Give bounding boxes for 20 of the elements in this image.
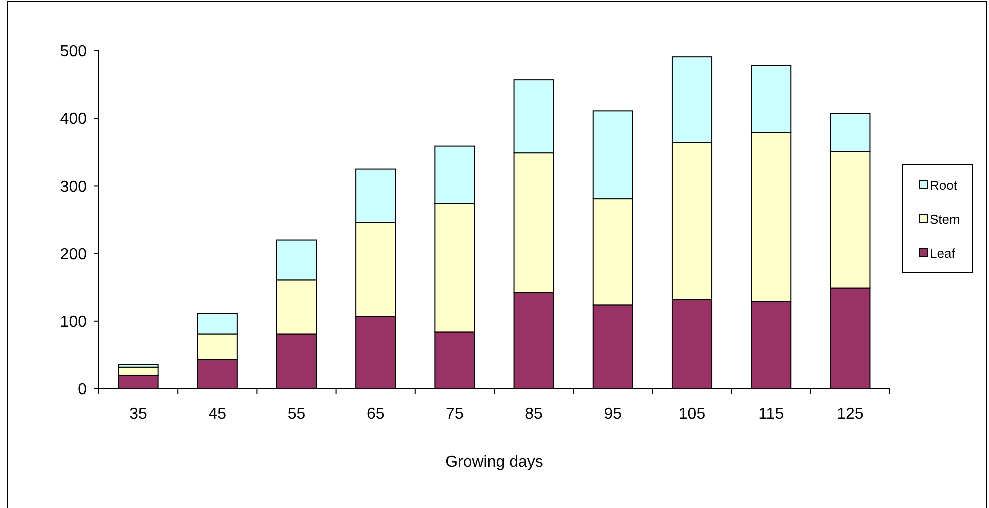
x-tick-label: 95 xyxy=(604,406,622,423)
legend-label: Root xyxy=(930,178,958,193)
x-tick-label: 45 xyxy=(208,406,227,423)
legend-label: Leaf xyxy=(930,246,956,261)
y-tick-label: 0 xyxy=(78,382,88,399)
x-tick-label: 75 xyxy=(446,406,464,423)
y-tick-label: 100 xyxy=(60,314,88,331)
x-tick-label: 35 xyxy=(130,406,148,423)
x-tick-label: 125 xyxy=(837,406,864,423)
x-axis-title: Growing days xyxy=(446,454,544,471)
y-tick-label: 200 xyxy=(60,246,88,264)
legend-label: Stem xyxy=(930,212,960,227)
x-tick-label: 105 xyxy=(678,406,706,423)
y-tick-label: 500 xyxy=(60,44,88,61)
x-tick-label: 85 xyxy=(525,406,544,423)
x-tick-label: 55 xyxy=(288,406,306,423)
x-tick-label: 65 xyxy=(366,406,385,423)
y-tick-label: 400 xyxy=(60,111,88,128)
y-tick-label: 300 xyxy=(60,178,88,196)
x-tick-label: 115 xyxy=(758,406,784,423)
